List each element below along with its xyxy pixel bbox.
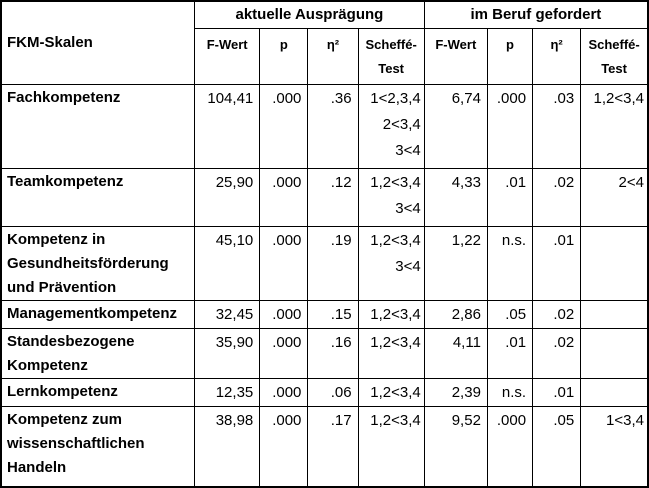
column-header-p-aktuell: p bbox=[259, 27, 309, 85]
cell-aktuell-fwert: 32,45 bbox=[194, 299, 261, 329]
cell-beruf-fwert: 2,86 bbox=[423, 299, 488, 329]
column-header-scheffe-beruf: Scheffé- Test bbox=[580, 27, 649, 85]
column-header-eta-beruf: η² bbox=[532, 27, 582, 85]
cell-beruf-eta: .01 bbox=[532, 377, 582, 407]
cell-aktuell-scheffe: 1,2<3,4 bbox=[357, 405, 425, 488]
row-label: Teamkompetenz bbox=[0, 167, 196, 227]
cell-beruf-p: .000 bbox=[486, 405, 534, 488]
cell-aktuell-scheffe: 1,2<3,4 bbox=[357, 377, 425, 407]
cell-aktuell-fwert: 35,90 bbox=[194, 327, 261, 379]
cell-aktuell-eta: .19 bbox=[307, 225, 359, 301]
cell-aktuell-scheffe: 1,2<3,4 bbox=[357, 299, 425, 329]
cell-aktuell-eta: .06 bbox=[307, 377, 359, 407]
column-header-eta-aktuell: η² bbox=[307, 27, 359, 85]
row-label: Standesbezogene Kompetenz bbox=[0, 327, 196, 379]
table-row-standesbezogene-kompetenz: Standesbezogene Kompetenz 35,90 .000 .16… bbox=[0, 327, 649, 379]
table-row-lernkompetenz: Lernkompetenz 12,35 .000 .06 1,2<3,4 2,3… bbox=[0, 377, 649, 407]
group-header-im-beruf-gefordert: im Beruf gefordert bbox=[423, 0, 649, 29]
cell-beruf-fwert: 4,11 bbox=[423, 327, 488, 379]
cell-aktuell-fwert: 45,10 bbox=[194, 225, 261, 301]
cell-aktuell-p: .000 bbox=[259, 299, 309, 329]
cell-beruf-p: .000 bbox=[486, 83, 534, 169]
cell-beruf-scheffe bbox=[580, 327, 649, 379]
group-header-aktuelle-auspraegung: aktuelle Ausprägung bbox=[194, 0, 425, 29]
row-label: Fachkompetenz bbox=[0, 83, 196, 169]
cell-beruf-p: .01 bbox=[486, 327, 534, 379]
header-group-row: FKM-Skalen aktuelle Ausprägung im Beruf … bbox=[0, 0, 649, 85]
cell-beruf-p: .05 bbox=[486, 299, 534, 329]
table-row-fachkompetenz: Fachkompetenz 104,41 .000 .36 1<2,3,4 2<… bbox=[0, 83, 649, 169]
table-row-kompetenz-gesundheitsfoerderung: Kompetenz in Gesundheitsförderung und Pr… bbox=[0, 225, 649, 301]
row-label: Lernkompetenz bbox=[0, 377, 196, 407]
cell-beruf-eta: .01 bbox=[532, 225, 582, 301]
cell-aktuell-p: .000 bbox=[259, 225, 309, 301]
cell-aktuell-p: .000 bbox=[259, 377, 309, 407]
cell-aktuell-p: .000 bbox=[259, 83, 309, 169]
cell-beruf-eta: .02 bbox=[532, 327, 582, 379]
column-header-fkm-skalen: FKM-Skalen bbox=[0, 0, 196, 85]
cell-beruf-fwert: 9,52 bbox=[423, 405, 488, 488]
cell-aktuell-eta: .15 bbox=[307, 299, 359, 329]
cell-aktuell-fwert: 25,90 bbox=[194, 167, 261, 227]
cell-beruf-eta: .03 bbox=[532, 83, 582, 169]
cell-beruf-scheffe: 1,2<3,4 bbox=[580, 83, 649, 169]
column-header-fwert-aktuell: F-Wert bbox=[194, 27, 261, 85]
cell-beruf-eta: .05 bbox=[532, 405, 582, 488]
cell-beruf-fwert: 6,74 bbox=[423, 83, 488, 169]
row-label: Kompetenz zum wissenschaftlichen Handeln bbox=[0, 405, 196, 488]
cell-beruf-p: .01 bbox=[486, 167, 534, 227]
cell-aktuell-eta: .16 bbox=[307, 327, 359, 379]
cell-beruf-eta: .02 bbox=[532, 167, 582, 227]
column-header-p-beruf: p bbox=[486, 27, 534, 85]
cell-aktuell-scheffe: 1<2,3,4 2<3,4 3<4 bbox=[357, 83, 425, 169]
column-header-scheffe-aktuell: Scheffé- Test bbox=[357, 27, 425, 85]
cell-beruf-fwert: 2,39 bbox=[423, 377, 488, 407]
row-label: Managementkompetenz bbox=[0, 299, 196, 329]
cell-beruf-scheffe bbox=[580, 299, 649, 329]
cell-aktuell-p: .000 bbox=[259, 405, 309, 488]
header-sub-row: F-Wert p η² Scheffé- Test F-Wert p η² Sc… bbox=[1, 27, 649, 85]
cell-aktuell-fwert: 12,35 bbox=[194, 377, 261, 407]
cell-aktuell-p: .000 bbox=[259, 167, 309, 227]
cell-aktuell-scheffe: 1,2<3,4 3<4 bbox=[357, 225, 425, 301]
row-label: Kompetenz in Gesundheitsförderung und Pr… bbox=[0, 225, 196, 301]
cell-beruf-p: n.s. bbox=[486, 377, 534, 407]
cell-aktuell-scheffe: 1,2<3,4 bbox=[357, 327, 425, 379]
cell-aktuell-fwert: 104,41 bbox=[194, 83, 261, 169]
cell-beruf-scheffe bbox=[580, 377, 649, 407]
cell-beruf-scheffe: 1<3,4 bbox=[580, 405, 649, 488]
cell-beruf-eta: .02 bbox=[532, 299, 582, 329]
cell-beruf-scheffe bbox=[580, 225, 649, 301]
cell-beruf-fwert: 1,22 bbox=[423, 225, 488, 301]
cell-aktuell-eta: .12 bbox=[307, 167, 359, 227]
cell-aktuell-eta: .17 bbox=[307, 405, 359, 488]
cell-aktuell-p: .000 bbox=[259, 327, 309, 379]
column-header-fwert-beruf: F-Wert bbox=[423, 27, 488, 85]
cell-beruf-scheffe: 2<4 bbox=[580, 167, 649, 227]
table-row-teamkompetenz: Teamkompetenz 25,90 .000 .12 1,2<3,4 3<4… bbox=[0, 167, 649, 227]
cell-aktuell-fwert: 38,98 bbox=[194, 405, 261, 488]
cell-beruf-p: n.s. bbox=[486, 225, 534, 301]
cell-aktuell-scheffe: 1,2<3,4 3<4 bbox=[357, 167, 425, 227]
table-row-managementkompetenz: Managementkompetenz 32,45 .000 .15 1,2<3… bbox=[0, 299, 649, 329]
cell-aktuell-eta: .36 bbox=[307, 83, 359, 169]
cell-beruf-fwert: 4,33 bbox=[423, 167, 488, 227]
table-row-kompetenz-wissenschaftliches-handeln: Kompetenz zum wissenschaftlichen Handeln… bbox=[0, 405, 649, 488]
